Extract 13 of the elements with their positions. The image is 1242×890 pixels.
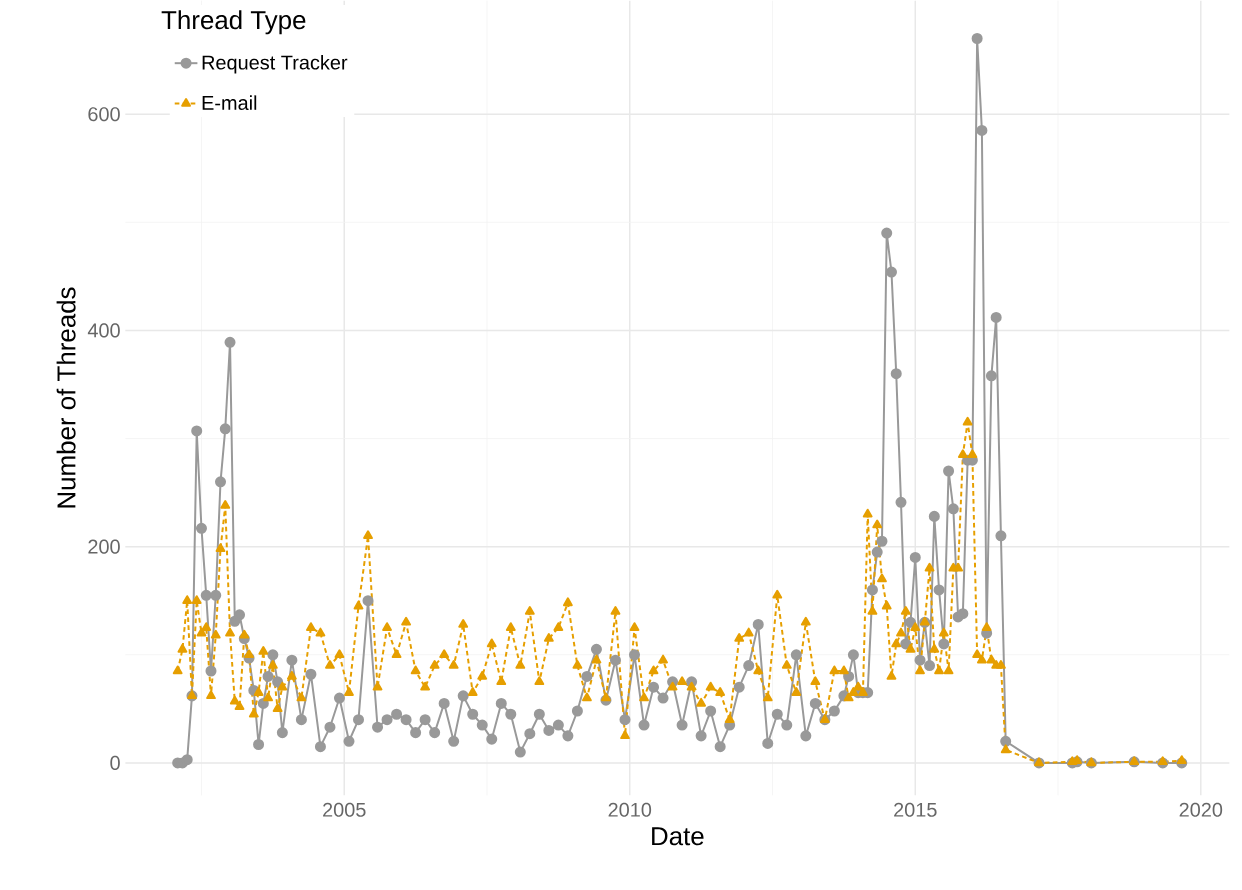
legend-label: Request Tracker <box>202 54 348 74</box>
x-axis-title: Date <box>652 827 704 846</box>
legend-label: E-mail <box>202 95 257 110</box>
legend-title: Thread Type <box>161 10 306 35</box>
y-tick-label: 0 <box>110 755 120 770</box>
y-tick-label: 400 <box>87 323 120 338</box>
y-tick-label: 600 <box>88 107 120 122</box>
x-tick-label: 2005 <box>323 802 366 817</box>
y-axis-title: Number of Threads <box>56 287 76 508</box>
x-tick-label: 2010 <box>608 802 652 817</box>
x-tick-label: 2020 <box>1179 802 1223 817</box>
y-tick-label: 200 <box>88 539 120 554</box>
x-tick-label: 2015 <box>894 802 937 817</box>
